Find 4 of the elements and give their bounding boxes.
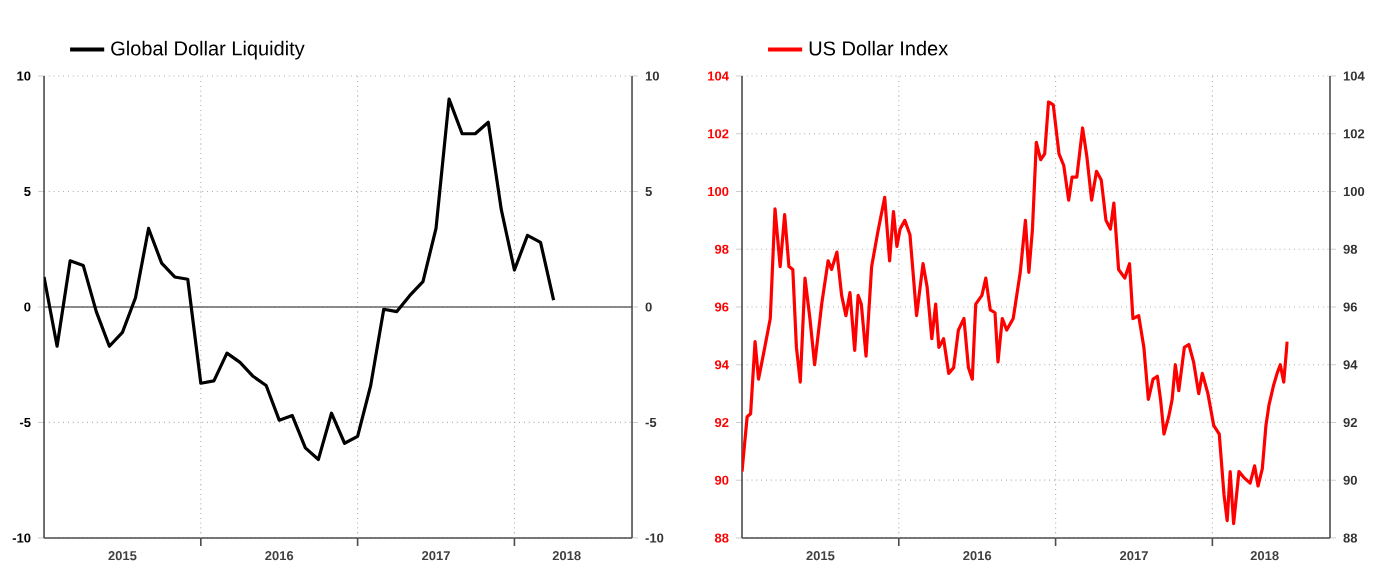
- legend-label: Global Dollar Liquidity: [111, 40, 305, 60]
- line-series: [742, 100, 1289, 526]
- line-series: [44, 97, 556, 462]
- legend-label: US Dollar Index: [809, 40, 948, 56]
